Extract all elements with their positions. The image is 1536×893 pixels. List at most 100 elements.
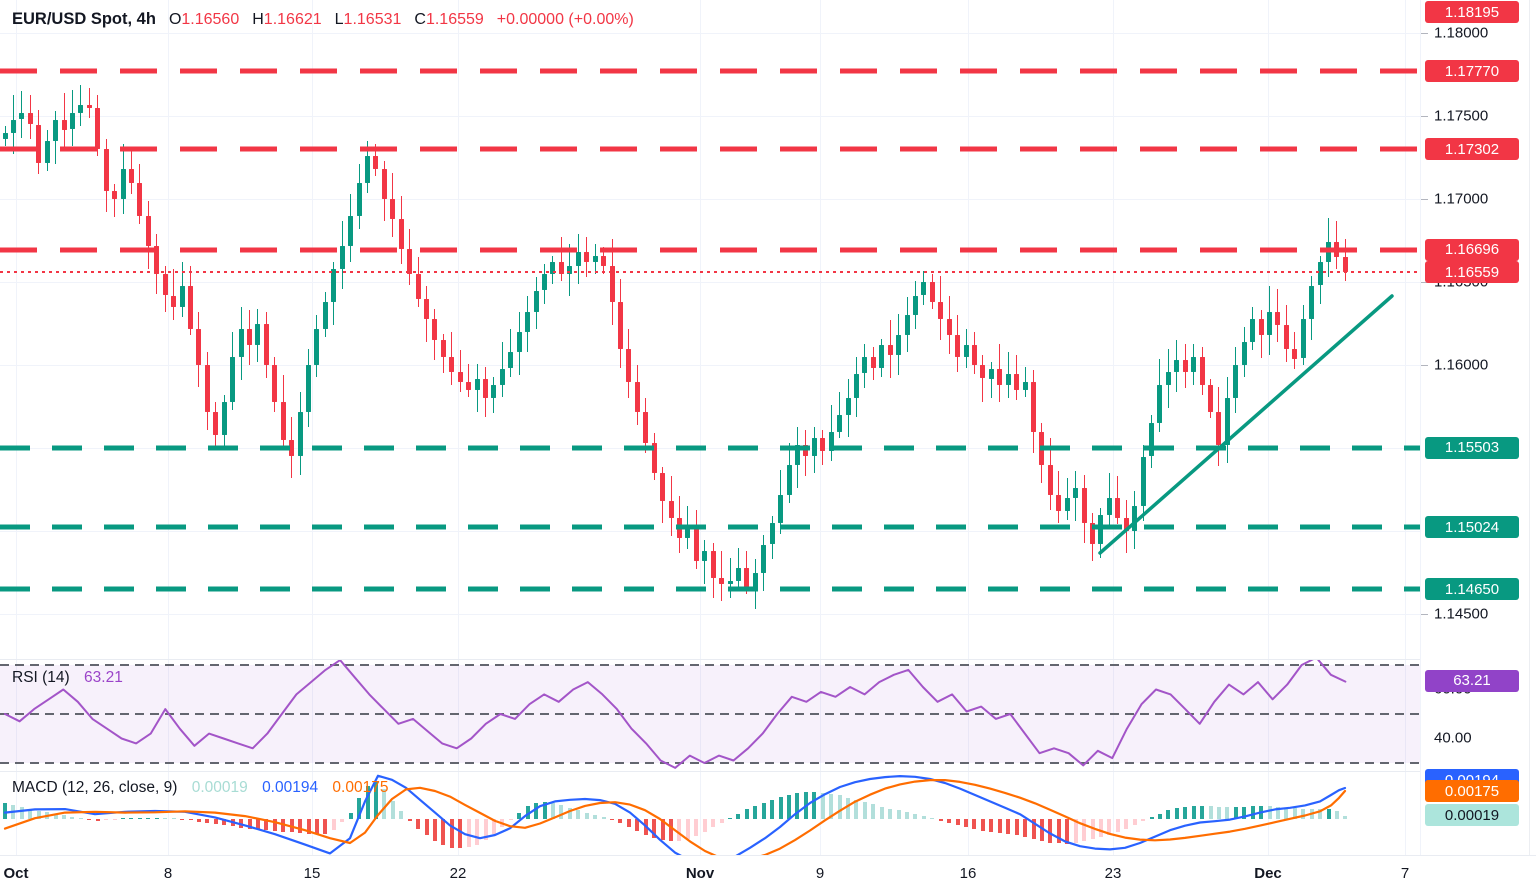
candle	[1342, 257, 1348, 273]
candle	[811, 438, 817, 457]
macd-histogram-bar	[601, 817, 606, 819]
candle	[95, 107, 101, 150]
price-tickmark	[1421, 365, 1428, 367]
macd-pane[interactable]: MACD (12, 26, close, 9) 0.00019 0.00194 …	[0, 771, 1420, 855]
horizontal-gridline	[0, 614, 1420, 616]
candle	[1039, 431, 1045, 465]
macd-histogram-bar	[28, 809, 33, 819]
vertical-gridline	[1405, 0, 1406, 855]
rsi-pane[interactable]: RSI (14) 63.21	[0, 659, 1420, 770]
macd-histogram-bar	[104, 819, 109, 821]
candle-wick	[990, 361, 992, 399]
candle-wick	[114, 184, 116, 218]
macd-histogram-bar	[947, 819, 952, 823]
candle	[1233, 365, 1239, 399]
candle	[634, 381, 640, 412]
ohlc-close: C1.16559	[414, 11, 484, 28]
horizontal-gridline	[0, 116, 1420, 118]
macd-histogram-bar	[1174, 808, 1179, 819]
candle	[1300, 318, 1306, 359]
candle	[778, 494, 784, 523]
time-axis-label: Oct	[3, 865, 29, 882]
candle	[69, 112, 75, 130]
price-tickmark	[1421, 33, 1428, 35]
candle	[440, 340, 446, 357]
macd-histogram-bar	[196, 819, 201, 822]
macd-histogram-bar	[879, 806, 884, 819]
candle	[491, 385, 497, 399]
resistance-badge[interactable]: 1.16696	[1425, 238, 1519, 261]
macd-histogram-bar	[11, 805, 16, 819]
candle	[289, 439, 295, 457]
candle	[154, 245, 160, 274]
candle	[676, 517, 682, 538]
macd-histogram-bar	[1166, 810, 1171, 819]
macd-histogram-bar	[567, 807, 572, 819]
current-price-badge[interactable]: 1.16559	[1425, 261, 1519, 284]
macd-histogram-bar	[1090, 819, 1095, 840]
candle	[971, 345, 977, 366]
macd-histogram-bar	[70, 816, 75, 819]
resistance-badge[interactable]: 1.18195	[1425, 1, 1519, 23]
macd-histogram-bar	[483, 819, 488, 841]
macd-histogram-bar	[1275, 806, 1280, 819]
support-badge[interactable]: 1.14650	[1425, 578, 1519, 601]
candle	[424, 298, 429, 319]
candle	[845, 398, 851, 415]
macd-histbg-badge[interactable]: 0.00019	[1425, 804, 1519, 826]
price-pane[interactable]: EUR/USD Spot, 4h O1.16560 H1.16621 L1.16…	[0, 0, 1420, 658]
candle	[314, 328, 320, 366]
candle	[44, 141, 50, 163]
rsi-value-badge[interactable]: 63.21	[1425, 669, 1519, 692]
macd-histogram-bar	[964, 819, 968, 828]
macd-histogram-bar	[1267, 806, 1272, 819]
macd-histogram-bar	[1014, 819, 1019, 836]
macd-histogram-bar	[1309, 809, 1314, 819]
candle	[1216, 411, 1222, 445]
resistance-badge[interactable]: 1.17302	[1425, 138, 1519, 161]
candle	[196, 328, 202, 366]
macd-histogram-bar	[1334, 810, 1339, 819]
candle	[1317, 262, 1323, 286]
macd-histogram-bar	[449, 819, 454, 848]
macd-histogram-bar	[289, 819, 294, 833]
macd-histogram-bar	[820, 792, 825, 819]
price-axis[interactable]: 1.180001.175001.170001.165001.160001.145…	[1420, 0, 1536, 855]
macd-histogram-bar	[1115, 819, 1120, 832]
macd-histogram-bar	[1326, 808, 1331, 819]
macd-orange-badge[interactable]: 0.00175	[1425, 780, 1519, 802]
macd-histogram-bar	[53, 813, 58, 819]
candle	[820, 438, 826, 452]
price-tickmark	[1421, 614, 1428, 616]
time-axis[interactable]: Oct 8 15 22 Nov 9 16 23 Dec 7	[0, 855, 1536, 893]
rsi-name: RSI (14)	[12, 669, 70, 686]
macd-histogram-bar	[1124, 819, 1129, 829]
candle	[407, 249, 413, 274]
macd-line-value: 0.00194	[262, 779, 319, 796]
support-badge[interactable]: 1.15503	[1425, 436, 1519, 459]
candle	[1022, 381, 1028, 391]
candle	[457, 371, 463, 382]
candle	[1047, 464, 1053, 495]
support-badge[interactable]: 1.15024	[1425, 516, 1519, 539]
candle	[626, 348, 632, 382]
rsi-guide-line	[0, 713, 1420, 715]
rsi-guide-line	[0, 762, 1420, 764]
candle	[1115, 498, 1121, 518]
macd-histogram-bar	[913, 814, 918, 819]
macd-histogram-bar	[626, 819, 631, 827]
candle	[78, 104, 84, 113]
macd-histogram-bar	[997, 819, 1002, 834]
macd-histogram-bar	[871, 804, 876, 819]
macd-histogram-bar	[475, 819, 480, 846]
horizontal-gridline	[0, 282, 1420, 284]
time-axis-label: 9	[815, 865, 825, 882]
candle	[398, 219, 404, 249]
symbol-title: EUR/USD Spot, 4h	[12, 10, 156, 28]
candle	[86, 104, 92, 108]
resistance-badge[interactable]: 1.17770	[1425, 60, 1519, 83]
macd-histogram-bar	[1242, 806, 1247, 819]
candle	[230, 356, 236, 402]
price-tickmark	[1421, 282, 1428, 284]
